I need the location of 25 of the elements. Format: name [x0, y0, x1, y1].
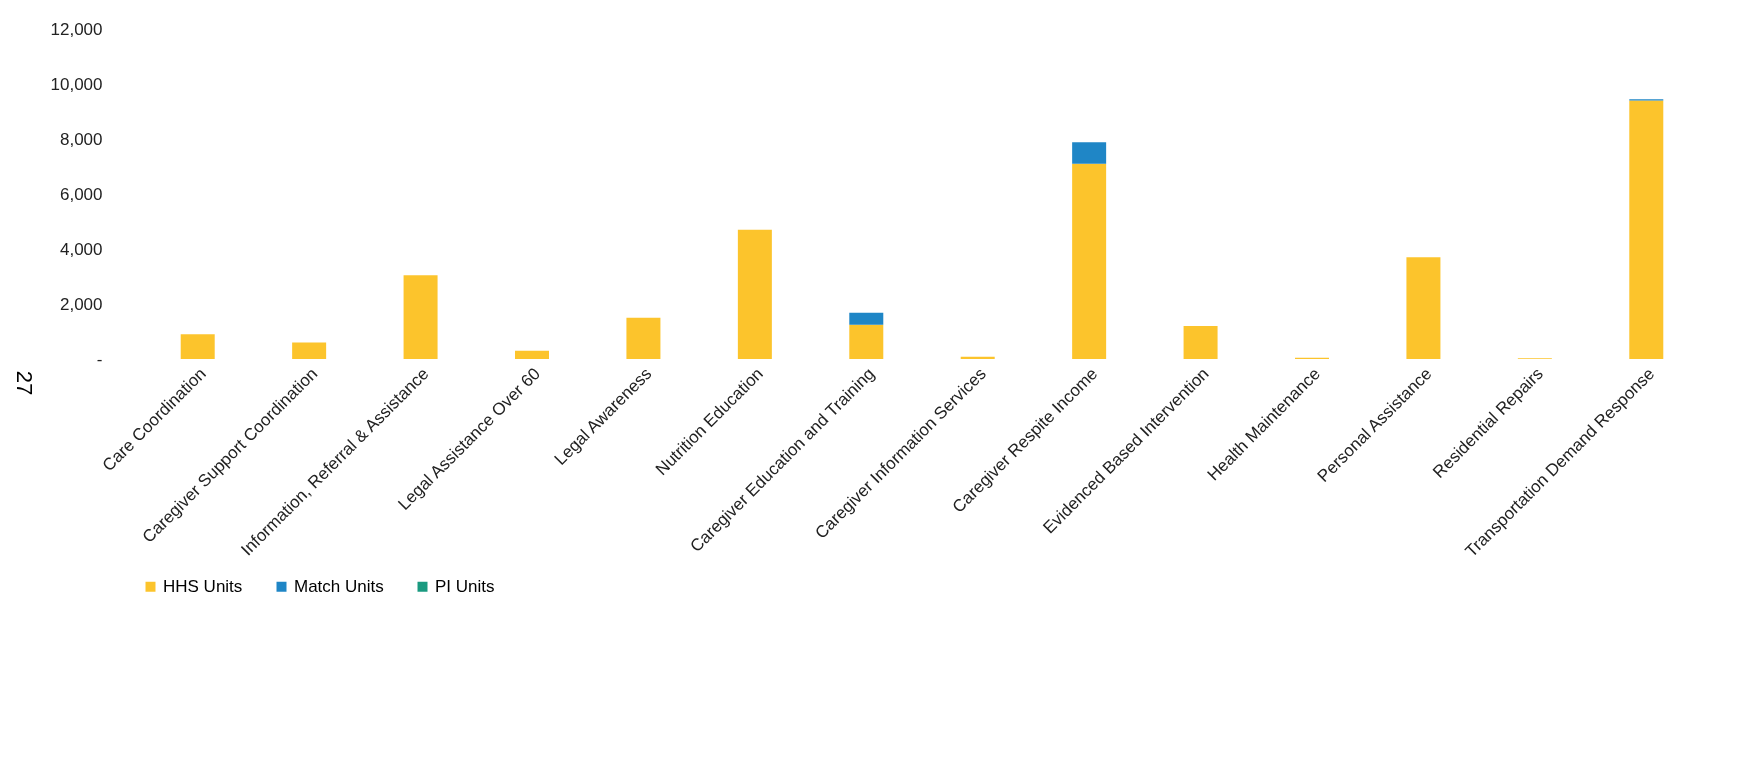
bar: [180, 334, 215, 359]
y-tick-label: -: [96, 349, 103, 369]
y-tick-label: 2,000: [59, 294, 103, 314]
bar: [960, 356, 995, 359]
text: 27: [11, 370, 38, 396]
bar: [1183, 326, 1218, 359]
bar: [849, 324, 884, 359]
bar: [849, 312, 884, 325]
bar: [1406, 257, 1441, 359]
bar: [737, 229, 772, 359]
legend-label: PI Units: [435, 576, 495, 596]
y-tick-label: 8,000: [59, 129, 103, 149]
bar: [1629, 100, 1664, 359]
y-tick-label: 6,000: [59, 184, 103, 204]
y-tick-label: 4,000: [59, 239, 103, 259]
bar: [292, 342, 327, 359]
bar: [1072, 142, 1107, 164]
legend-label: Match Units: [294, 576, 384, 596]
bar: [403, 275, 438, 359]
bar: [1072, 163, 1107, 359]
y-tick-label: 10,000: [50, 74, 103, 94]
legend-label: HHS Units: [163, 576, 243, 596]
bar: [626, 317, 661, 359]
y-tick-label: 12,000: [50, 19, 103, 39]
bar: [515, 350, 549, 359]
